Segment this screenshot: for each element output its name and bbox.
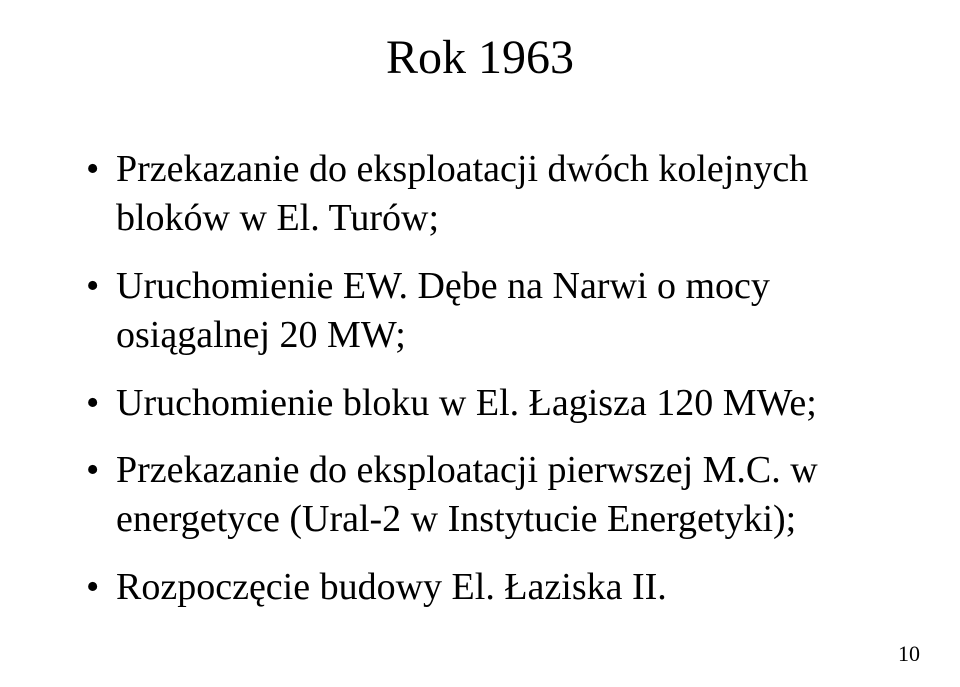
bullet-list: Przekazanie do eksploatacji dwóch kolejn… [80,145,880,612]
list-item: Przekazanie do eksploatacji dwóch kolejn… [80,145,880,244]
list-item: Rozpoczęcie budowy El. Łaziska II. [80,563,880,612]
list-item: Przekazanie do eksploatacji pierwszej M.… [80,446,880,545]
slide-title: Rok 1963 [80,30,880,85]
slide: Rok 1963 Przekazanie do eksploatacji dwó… [0,0,960,687]
page-number: 10 [898,641,920,667]
list-item: Uruchomienie EW. Dębe na Narwi o mocy os… [80,262,880,361]
list-item: Uruchomienie bloku w El. Łagisza 120 MWe… [80,379,880,428]
